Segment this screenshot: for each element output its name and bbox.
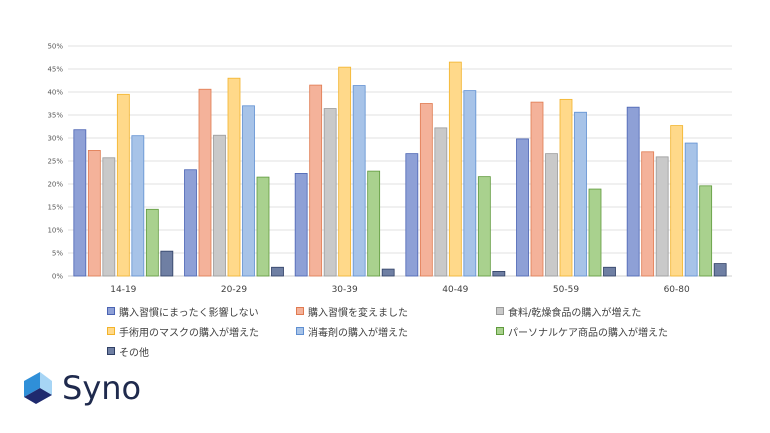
legend-label: 食料/乾燥食品の購入が増えた	[508, 307, 642, 319]
legend-label: パーソナルケア商品の購入が増えた	[508, 327, 668, 339]
bar	[699, 185, 713, 277]
bar	[309, 84, 323, 277]
y-axis-ticks: 0% 5% 10% 15% 20% 25% 30% 35% 40% 45% 50%	[47, 43, 63, 281]
legend-label: その他	[119, 347, 149, 359]
gridlines	[68, 45, 732, 277]
legend-swatch	[296, 327, 304, 335]
y-tick-label: 15%	[47, 204, 63, 212]
bar	[338, 66, 352, 277]
legend-label: 購入習慣にまったく影響しない	[119, 307, 259, 319]
bar	[448, 61, 462, 277]
bar	[574, 111, 587, 277]
bar	[184, 169, 197, 277]
brand-name: Syno	[62, 369, 142, 407]
bar	[463, 90, 477, 277]
x-category-label: 14-19	[110, 285, 136, 295]
bar	[87, 150, 101, 277]
bar	[256, 176, 270, 277]
bar	[655, 156, 669, 277]
legend-swatch	[496, 327, 504, 335]
bar	[213, 134, 226, 277]
bar	[641, 151, 655, 277]
bar	[713, 263, 727, 277]
bar	[198, 88, 212, 277]
bar	[670, 125, 684, 277]
y-tick-label: 45%	[47, 66, 63, 74]
x-axis-categories: 14-19 20-29 30-39 40-49 50-59 60-80	[110, 285, 690, 295]
y-tick-label: 20%	[47, 181, 63, 189]
bar	[434, 127, 448, 277]
y-tick-label: 0%	[52, 273, 63, 281]
syno-logo: Syno	[22, 363, 162, 423]
bar	[492, 270, 506, 277]
x-category-label: 30-39	[332, 285, 358, 295]
bar	[530, 101, 544, 277]
legend-item: 購入習慣を変えました	[296, 303, 496, 319]
bar	[271, 266, 284, 277]
legend-item: 食料/乾燥食品の購入が増えた	[496, 303, 701, 319]
legend-item: 手術用のマスクの購入が増えた	[107, 323, 296, 339]
bar	[145, 208, 159, 277]
legend-swatch	[107, 327, 115, 335]
bar	[352, 85, 366, 277]
bar	[559, 98, 573, 277]
bar	[73, 129, 87, 277]
legend-swatch	[107, 307, 115, 315]
y-tick-label: 50%	[47, 43, 63, 51]
bar	[227, 77, 241, 277]
bar	[242, 105, 255, 277]
legend-item: その他	[107, 343, 296, 359]
bar	[545, 153, 558, 277]
legend-label: 購入習慣を変えました	[308, 307, 408, 319]
bar	[603, 266, 616, 277]
y-tick-label: 10%	[47, 227, 63, 235]
y-tick-label: 25%	[47, 158, 63, 166]
y-tick-label: 40%	[47, 89, 63, 97]
bar	[588, 188, 602, 277]
legend-label: 手術用のマスクの購入が増えた	[119, 327, 259, 339]
y-tick-label: 30%	[47, 135, 63, 143]
legend-item: 消毒剤の購入が増えた	[296, 323, 496, 339]
bar	[684, 142, 698, 277]
bar	[160, 250, 174, 277]
x-category-label: 20-29	[221, 285, 247, 295]
chart-legend: 購入習慣にまったく影響しない 購入習慣を変えました 食料/乾燥食品の購入が増えた手術…	[107, 303, 707, 359]
bar	[626, 106, 640, 277]
bar-chart: 0% 5% 10% 15% 20% 25% 30% 35% 40% 45% 50% 14-19 20-…	[47, 43, 732, 295]
legend-label: 消毒剤の購入が増えた	[308, 327, 408, 339]
bar	[102, 157, 116, 277]
legend-swatch	[107, 347, 115, 355]
x-category-label: 40-49	[442, 285, 468, 295]
bar	[419, 103, 433, 277]
bar	[516, 138, 529, 277]
syno-logo-mark-icon	[24, 372, 52, 404]
x-category-label: 60-80	[664, 285, 690, 295]
bar	[477, 176, 491, 277]
bar	[367, 170, 381, 277]
legend-item: パーソナルケア商品の購入が増えた	[496, 323, 701, 339]
y-tick-label: 35%	[47, 112, 63, 120]
x-category-label: 50-59	[553, 285, 579, 295]
bar	[381, 268, 395, 277]
y-tick-label: 5%	[52, 250, 63, 258]
bar	[323, 108, 337, 277]
bar	[131, 135, 145, 277]
legend-swatch	[496, 307, 504, 315]
legend-swatch	[296, 307, 304, 315]
bar	[116, 93, 130, 277]
bar	[405, 153, 419, 277]
legend-item: 購入習慣にまったく影響しない	[107, 303, 296, 319]
bar	[294, 173, 308, 277]
bars	[73, 61, 727, 277]
